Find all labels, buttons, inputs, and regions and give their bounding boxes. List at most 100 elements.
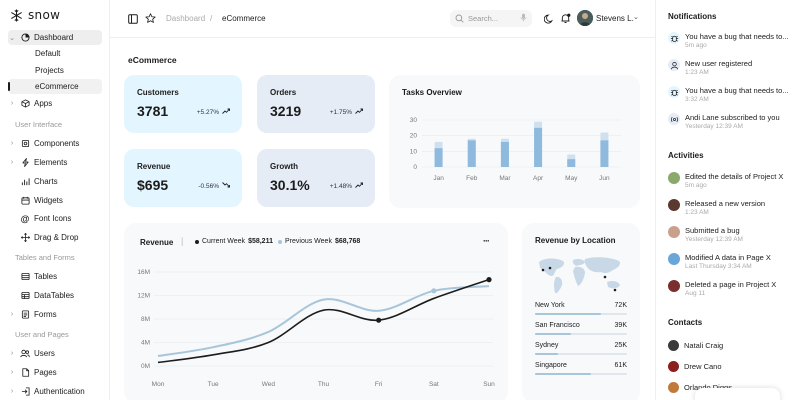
- sidebar-item-font-icons[interactable]: @ Font Icons: [8, 211, 102, 226]
- microphone-icon[interactable]: [520, 13, 527, 24]
- avatar: [668, 280, 680, 292]
- legend-value: $58,211: [248, 238, 273, 245]
- search-input[interactable]: Search...: [450, 10, 532, 27]
- activity-text: Modified A data in Page X: [685, 253, 771, 262]
- active-indicator: [8, 82, 10, 91]
- stat-card-revenue[interactable]: Revenue $695 -0.56%: [124, 149, 242, 207]
- legend-current-week: Current Week $58,211: [195, 238, 273, 245]
- contact-item[interactable]: Drew Cano: [668, 360, 722, 372]
- notification-item[interactable]: You have a bug that needs to... 3:32 AM: [668, 86, 798, 108]
- sidebar-item-default[interactable]: Default: [8, 46, 102, 61]
- sidebar-item-label: Font Icons: [34, 214, 72, 223]
- bell-icon[interactable]: [560, 13, 571, 24]
- sidebar-item-widgets[interactable]: Widgets: [8, 193, 102, 208]
- x-tick-label: Jan: [433, 175, 444, 182]
- star-icon[interactable]: [145, 13, 156, 24]
- map-marker: [603, 275, 607, 279]
- notification-item[interactable]: New user registered 1:23 AM: [668, 59, 798, 81]
- sidebar-item-projects[interactable]: Projects: [8, 63, 102, 78]
- breadcrumb-current: eCommerce: [222, 14, 266, 23]
- sidebar-item-label: Widgets: [34, 196, 63, 205]
- tasks-overview-title: Tasks Overview: [402, 88, 462, 97]
- x-tick-label: Fri: [375, 381, 383, 388]
- sidebar-item-charts[interactable]: Charts: [8, 174, 102, 189]
- stat-label: Orders: [270, 88, 297, 97]
- avatar[interactable]: [577, 10, 593, 26]
- activity-time: Aug 11: [685, 290, 706, 297]
- notification-time: 5m ago: [685, 42, 707, 49]
- avatar: [668, 381, 679, 393]
- more-options-icon[interactable]: ···: [483, 236, 490, 246]
- y-tick-label: 12M: [137, 293, 150, 300]
- revenue-line-chart: 0M 4M 8M 12M 16M Mon Tue Wed Thu Fri Sat Sun: [137, 269, 495, 388]
- activity-item[interactable]: Released a new version 1:23 AM: [668, 199, 798, 221]
- sidebar-item-tables[interactable]: Tables: [8, 269, 102, 284]
- x-tick-label: Sat: [429, 381, 439, 388]
- activity-item[interactable]: Deleted a page in Project X Aug 11: [668, 280, 798, 302]
- contact-item[interactable]: Orlando Diggs: [668, 381, 732, 393]
- sidebar-item-components[interactable]: › Components: [8, 136, 102, 151]
- sidebar-toggle-icon[interactable]: [127, 13, 138, 24]
- bar-chart-icon: [20, 177, 30, 187]
- contact-item[interactable]: Natali Craig: [668, 339, 723, 351]
- x-tick-label: Thu: [318, 381, 330, 388]
- floating-card[interactable]: [695, 388, 780, 400]
- bug-icon: [668, 86, 680, 98]
- sidebar-item-pages[interactable]: › Pages: [8, 365, 102, 380]
- breadcrumb-dashboard[interactable]: Dashboard: [166, 14, 206, 23]
- sidebar-item-label: Projects: [35, 66, 64, 75]
- sidebar-item-drag-drop[interactable]: Drag & Drop: [8, 230, 102, 245]
- bar-completed[interactable]: [500, 141, 509, 167]
- bar-completed[interactable]: [534, 127, 543, 167]
- notification-item[interactable]: You have a bug that needs to... 5m ago: [668, 32, 798, 54]
- document-icon: [20, 368, 30, 378]
- chevron-right-icon: ›: [10, 311, 14, 318]
- notification-item[interactable]: Andi Lane subscribed to you Yesterday 12:…: [668, 113, 798, 135]
- location-title: Revenue by Location: [535, 236, 616, 245]
- series-line-current-week[interactable]: [157, 278, 490, 364]
- stat-card-growth[interactable]: Growth 30.1% +1.48%: [257, 149, 375, 207]
- search-icon: [455, 14, 464, 23]
- y-tick-label: 30: [410, 117, 418, 124]
- bar-completed[interactable]: [467, 140, 476, 167]
- sidebar-item-users[interactable]: › Users: [8, 346, 102, 361]
- sidebar-item-label: Dashboard: [34, 33, 74, 42]
- sidebar-item-apps[interactable]: › Apps: [8, 96, 102, 111]
- sidebar-item-label: Apps: [34, 99, 53, 108]
- activity-item[interactable]: Modified A data in Page X Last Thursday 3…: [668, 253, 798, 275]
- y-tick-label: 20: [410, 133, 418, 140]
- activity-text: Released a new version: [685, 199, 766, 208]
- sidebar-item-elements[interactable]: › Elements: [8, 155, 102, 170]
- chevron-down-icon[interactable]: ⌄: [633, 14, 639, 21]
- x-tick-label: Wed: [262, 381, 276, 388]
- users-icon: [20, 349, 30, 359]
- logo[interactable]: snow: [9, 6, 60, 24]
- sidebar-item-forms[interactable]: › Forms: [8, 307, 102, 322]
- stat-change: +5.27%: [197, 108, 230, 116]
- sidebar-item-dashboard[interactable]: ⌄ Dashboard: [8, 30, 102, 45]
- contacts-title: Contacts: [668, 318, 703, 327]
- contact-name: Natali Craig: [684, 340, 724, 350]
- data-point[interactable]: [431, 288, 437, 294]
- location-value: 72K: [614, 302, 627, 309]
- sidebar-item-datatables[interactable]: DataTables: [8, 288, 102, 303]
- stat-card-customers[interactable]: Customers 3781 +5.27%: [124, 75, 242, 133]
- contact-name: Orlando Diggs: [684, 382, 732, 392]
- sidebar-item-label: Drag & Drop: [34, 233, 79, 242]
- stat-card-orders[interactable]: Orders 3219 +1.75%: [257, 75, 375, 133]
- sidebar-item-ecommerce[interactable]: eCommerce: [8, 79, 102, 94]
- location-bar: [535, 313, 602, 315]
- bar-completed[interactable]: [567, 159, 576, 167]
- activity-item[interactable]: Submitted a bug Yesterday 12:39 AM: [668, 226, 798, 248]
- bug-icon: [668, 32, 680, 44]
- data-point[interactable]: [486, 277, 492, 283]
- moon-icon[interactable]: [543, 13, 554, 24]
- sidebar-item-authentication[interactable]: › Authentication: [8, 384, 102, 399]
- data-point[interactable]: [376, 317, 382, 323]
- top-bar: Dashboard / eCommerce Search... Stevens …: [110, 0, 655, 38]
- activity-item[interactable]: Edited the details of Project X 5m ago: [668, 172, 798, 194]
- user-name[interactable]: Stevens L.: [596, 14, 634, 23]
- bar-completed[interactable]: [600, 140, 609, 167]
- legend-dot: [195, 239, 199, 244]
- bar-completed[interactable]: [434, 148, 443, 167]
